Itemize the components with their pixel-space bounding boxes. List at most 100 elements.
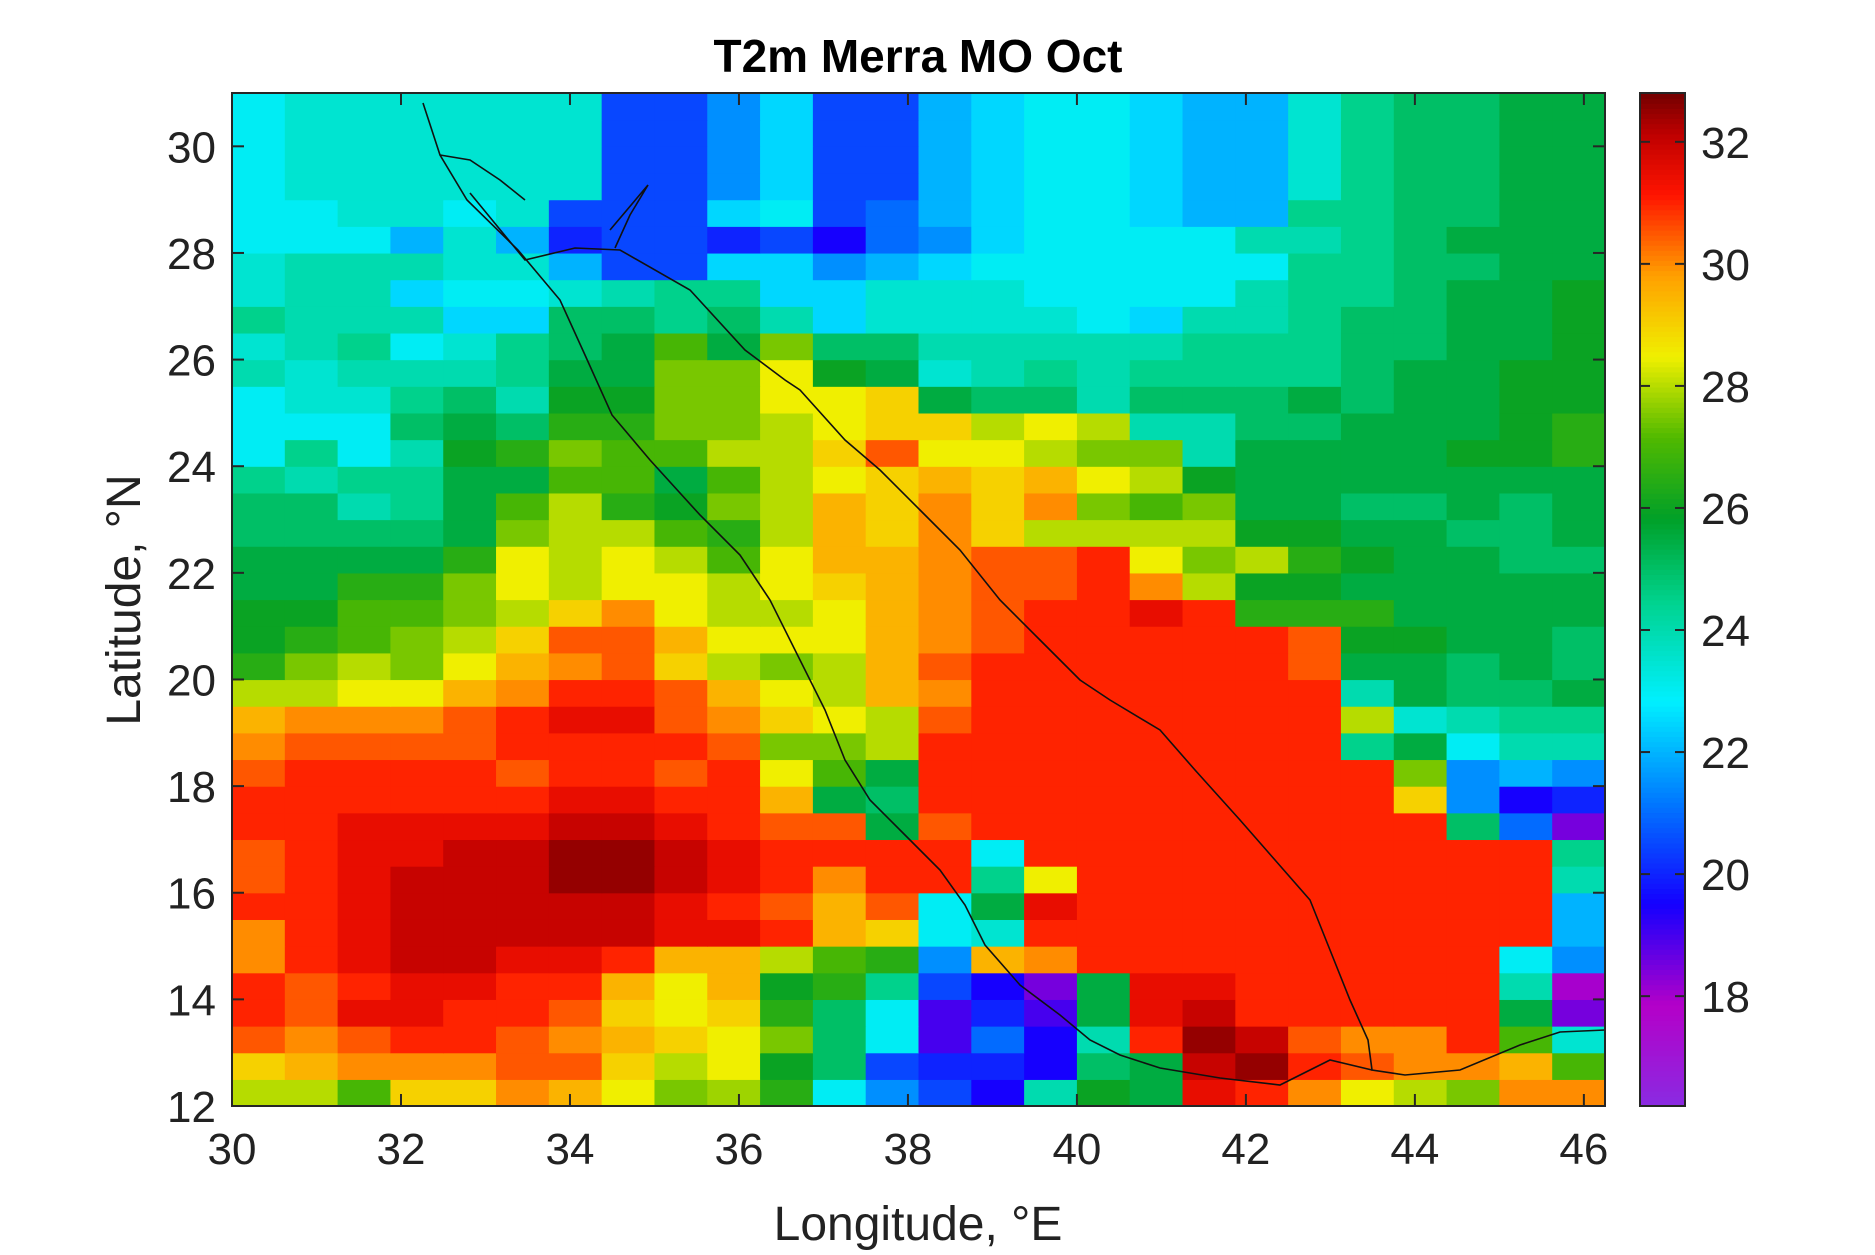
heatmap-cell [654, 492, 708, 521]
colorbar-segment [1640, 548, 1685, 555]
heatmap-cell [1182, 839, 1236, 867]
colorbar-segment [1640, 837, 1685, 844]
heatmap-cell [390, 119, 444, 147]
colorbar-segment [1640, 959, 1685, 965]
heatmap-cell [1446, 466, 1500, 494]
heatmap-cell [1288, 946, 1342, 974]
heatmap-cell [1499, 332, 1553, 361]
heatmap-cell [1076, 759, 1131, 787]
heatmap-cell [496, 812, 550, 841]
heatmap-cell [1076, 226, 1131, 254]
heatmap-cell [1182, 626, 1236, 654]
heatmap-cell [496, 919, 550, 947]
heatmap-cell [443, 1079, 497, 1106]
heatmap-cell [443, 732, 497, 761]
heatmap-cell [918, 812, 972, 841]
x-tick-label: 30 [208, 1125, 257, 1174]
colorbar-segment [1640, 847, 1685, 854]
colorbar-segment [1640, 103, 1685, 109]
heatmap-cell [232, 839, 286, 867]
heatmap-cell [707, 172, 761, 201]
heatmap-cell [1182, 252, 1236, 281]
heatmap-cell [1182, 732, 1236, 761]
heatmap-cell [337, 466, 392, 494]
colorbar-segment [1640, 113, 1685, 120]
heatmap-cell [1076, 546, 1131, 574]
heatmap-cell [443, 706, 497, 734]
heatmap-cell [971, 1079, 1025, 1106]
heatmap-cell [284, 412, 339, 441]
heatmap-cell [865, 759, 920, 787]
heatmap-cell [496, 679, 550, 707]
colorbar-segment [1640, 543, 1685, 550]
heatmap-cell [1235, 412, 1289, 441]
heatmap-cell [1288, 706, 1342, 734]
colorbar-segment [1640, 797, 1685, 803]
heatmap-cell [1076, 93, 1131, 121]
heatmap-cell [812, 999, 867, 1027]
heatmap-cell [1446, 1079, 1500, 1106]
heatmap-cell [1076, 119, 1131, 147]
heatmap-cell [1552, 652, 1605, 681]
heatmap-cell [1129, 199, 1184, 227]
heatmap-cell [390, 786, 444, 814]
heatmap-cell [1288, 919, 1342, 947]
heatmap-cell [1711, 440, 1764, 467]
heatmap-cell [337, 892, 392, 920]
heatmap-cell [707, 1079, 761, 1106]
heatmap-cell [1552, 732, 1605, 761]
heatmap-cell [601, 759, 656, 787]
heatmap-cell [1129, 1079, 1184, 1106]
heatmap-cell [1340, 386, 1395, 414]
heatmap-cell [1129, 626, 1184, 654]
heatmap-cell [865, 546, 920, 574]
heatmap-cell [1076, 892, 1131, 920]
heatmap-cell [1076, 332, 1131, 361]
colorbar-segment [1640, 710, 1685, 717]
heatmap-cell [1129, 412, 1184, 441]
heatmap-cell [1182, 199, 1236, 227]
heatmap-cell [918, 946, 972, 974]
colorbar-segment [1640, 462, 1685, 469]
colorbar-segment [1640, 898, 1685, 905]
colorbar-segment [1640, 943, 1685, 950]
colorbar-segment [1640, 513, 1685, 520]
heatmap-cell [971, 759, 1025, 787]
heatmap-cell [1182, 332, 1236, 361]
colorbar-segment [1640, 690, 1685, 697]
heatmap-cell [1129, 999, 1184, 1027]
heatmap-cell [1763, 893, 1816, 920]
y-tick-label: 22 [167, 550, 216, 599]
colorbar-segment [1640, 108, 1685, 115]
colorbar-segment [1640, 822, 1685, 829]
heatmap-cell [707, 759, 761, 787]
heatmap-cell [1552, 866, 1605, 894]
heatmap-cell [1340, 866, 1395, 894]
heatmap-cell [284, 226, 339, 254]
heatmap-cell [601, 572, 656, 601]
heatmap-cell [1499, 1079, 1553, 1106]
heatmap-cell [760, 626, 814, 654]
colorbar-segment [1640, 528, 1685, 535]
heatmap-cell [971, 706, 1025, 734]
heatmap-cell [971, 546, 1025, 574]
heatmap-cell [1129, 492, 1184, 521]
heatmap-cell [918, 732, 972, 761]
heatmap-cell [1446, 226, 1500, 254]
colorbar-segment [1640, 786, 1685, 793]
heatmap-cell [1552, 892, 1605, 920]
heatmap-cell [812, 786, 867, 814]
x-tick-label: 42 [1221, 1125, 1270, 1174]
heatmap-cell [284, 839, 339, 867]
heatmap-cell [1763, 999, 1816, 1026]
heatmap-cell [390, 199, 444, 227]
colorbar-segment [1640, 1075, 1685, 1082]
heatmap-cell [971, 492, 1025, 521]
heatmap-cell [1340, 146, 1395, 174]
heatmap-cell [1499, 492, 1553, 521]
heatmap-cell [1552, 839, 1605, 867]
heatmap-cell [760, 732, 814, 761]
colorbar-segment [1640, 938, 1685, 945]
heatmap-cell [443, 332, 497, 361]
heatmap-cell [1076, 839, 1131, 867]
